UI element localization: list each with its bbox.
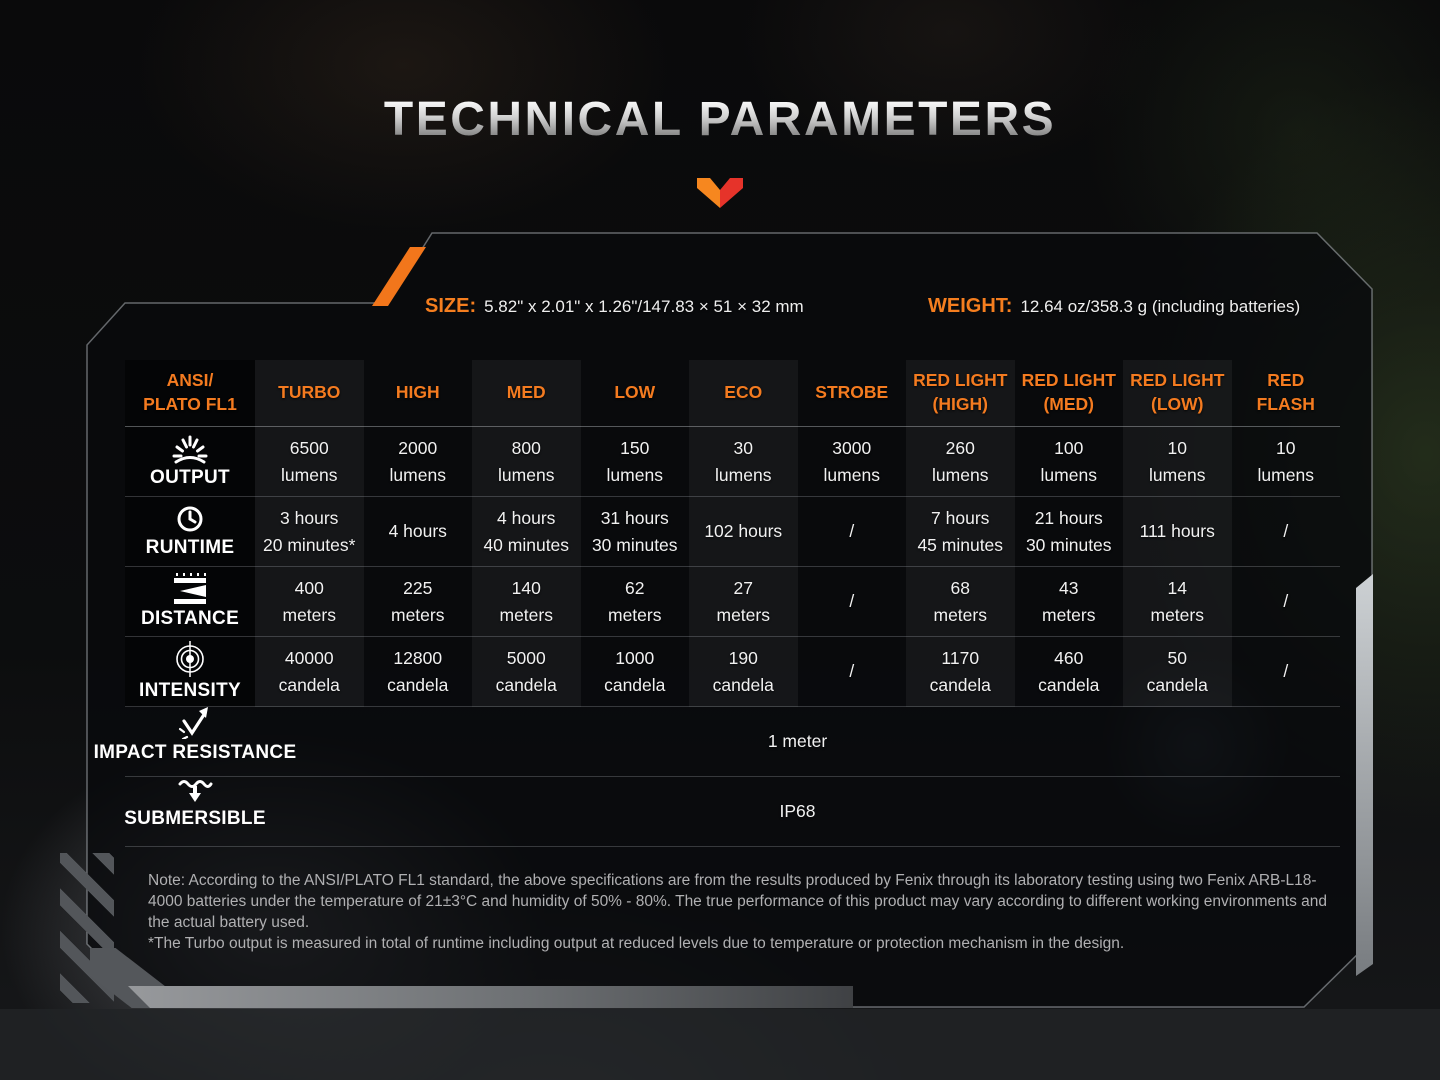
table-cell: 225 meters [363,567,472,637]
col-header-med: MED [472,360,581,427]
table-cell: 460 candela [1014,637,1123,707]
table-cell: 12800 candela [363,637,472,707]
weight-label: WEIGHT: [928,295,1013,317]
col-header-low: LOW [580,360,689,427]
table-cell: 27 meters [689,567,798,637]
weight-spec: WEIGHT: 12.64 oz/358.3 g (including batt… [928,295,1300,318]
col-header-red-med: RED LIGHT (MED) [1014,360,1123,427]
table-cell: / [797,497,906,567]
table-cell: 1000 candela [580,637,689,707]
col-header-turbo: TURBO [255,360,364,427]
table-cell: 30 lumens [689,427,798,497]
row-label-output: OUTPUT [125,427,255,497]
col-header-high: HIGH [363,360,472,427]
orange-accent-stripe [372,247,426,306]
footnotes: Note: According to the ANSI/PLATO FL1 st… [148,870,1340,954]
table-cell: 50 candela [1123,637,1232,707]
page-title: TECHNICAL PARAMETERS [0,92,1440,147]
table-cell: / [1231,567,1340,637]
table-cell: 14 meters [1123,567,1232,637]
table-cell: 100 lumens [1014,427,1123,497]
table-cell: 1170 candela [906,637,1015,707]
footnote-standard: Note: According to the ANSI/PLATO FL1 st… [148,872,1327,931]
col-header-red-high: RED LIGHT (HIGH) [906,360,1015,427]
size-value: 5.82" x 2.01" x 1.26"/147.83 × 51 × 32 m… [484,297,804,316]
table-cell: 140 meters [472,567,581,637]
table-cell: 3000 lumens [797,427,906,497]
table-cell: 111 hours [1123,497,1232,567]
row-label-runtime: RUNTIME [125,497,255,567]
table-cell: 800 lumens [472,427,581,497]
table-cell: 10 lumens [1123,427,1232,497]
table-cell: 260 lumens [906,427,1015,497]
weight-value: 12.64 oz/358.3 g (including batteries) [1020,297,1301,316]
spec-table: ANSI/ PLATO FL1 TURBO HIGH MED LOW ECO S… [94,360,1340,847]
table-cell: 5000 candela [472,637,581,707]
table-cell: 3 hours 20 minutes* [255,497,364,567]
impact-resistance-value: 1 meter [255,707,1340,777]
intensity-target-icon [172,641,208,677]
table-cell: 7 hours 45 minutes [906,497,1015,567]
col-header-red-low: RED LIGHT (LOW) [1123,360,1232,427]
table-cell: / [797,637,906,707]
light-burst-icon [168,434,212,464]
col-header-eco: ECO [689,360,798,427]
table-cell: 4 hours [363,497,472,567]
water-submersion-icon [177,777,213,805]
table-cell: 102 hours [689,497,798,567]
table-cell: 31 hours 30 minutes [580,497,689,567]
right-bar-decoration [1356,574,1373,976]
col-header-red-flash: RED FLASH [1231,360,1340,427]
table-cell: 40000 candela [255,637,364,707]
table-cell: 150 lumens [580,427,689,497]
background-bottom-strip [0,1009,1440,1080]
col-header-strobe: STROBE [797,360,906,427]
bottom-bar-decoration [128,986,853,1008]
row-label-intensity: INTENSITY [125,637,255,707]
submersible-value: IP68 [255,777,1340,847]
table-cell: 10 lumens [1231,427,1340,497]
size-spec: SIZE: 5.82" x 2.01" x 1.26"/147.83 × 51 … [425,295,804,318]
footnote-turbo: *The Turbo output is measured in total o… [148,935,1125,952]
size-label: SIZE: [425,295,477,317]
table-cell: / [797,567,906,637]
table-cell: / [1231,637,1340,707]
beam-distance-icon [172,573,208,605]
row-label-distance: DISTANCE [125,567,255,637]
table-cell: 6500 lumens [255,427,364,497]
table-cell: 62 meters [580,567,689,637]
table-cell: 190 candela [689,637,798,707]
table-cell: 2000 lumens [363,427,472,497]
impact-arrow-icon [177,707,213,739]
table-cell: 4 hours 40 minutes [472,497,581,567]
col-header-standard: ANSI/ PLATO FL1 [125,360,255,427]
table-cell: / [1231,497,1340,567]
table-cell: 43 meters [1014,567,1123,637]
chevron-down-icon [697,178,743,208]
table-cell: 400 meters [255,567,364,637]
clock-icon [175,504,205,534]
table-cell: 68 meters [906,567,1015,637]
row-label-impact-resistance: IMPACT RESISTANCE [94,707,296,777]
row-label-submersible: SUBMERSIBLE [124,777,265,847]
table-cell: 21 hours 30 minutes [1014,497,1123,567]
